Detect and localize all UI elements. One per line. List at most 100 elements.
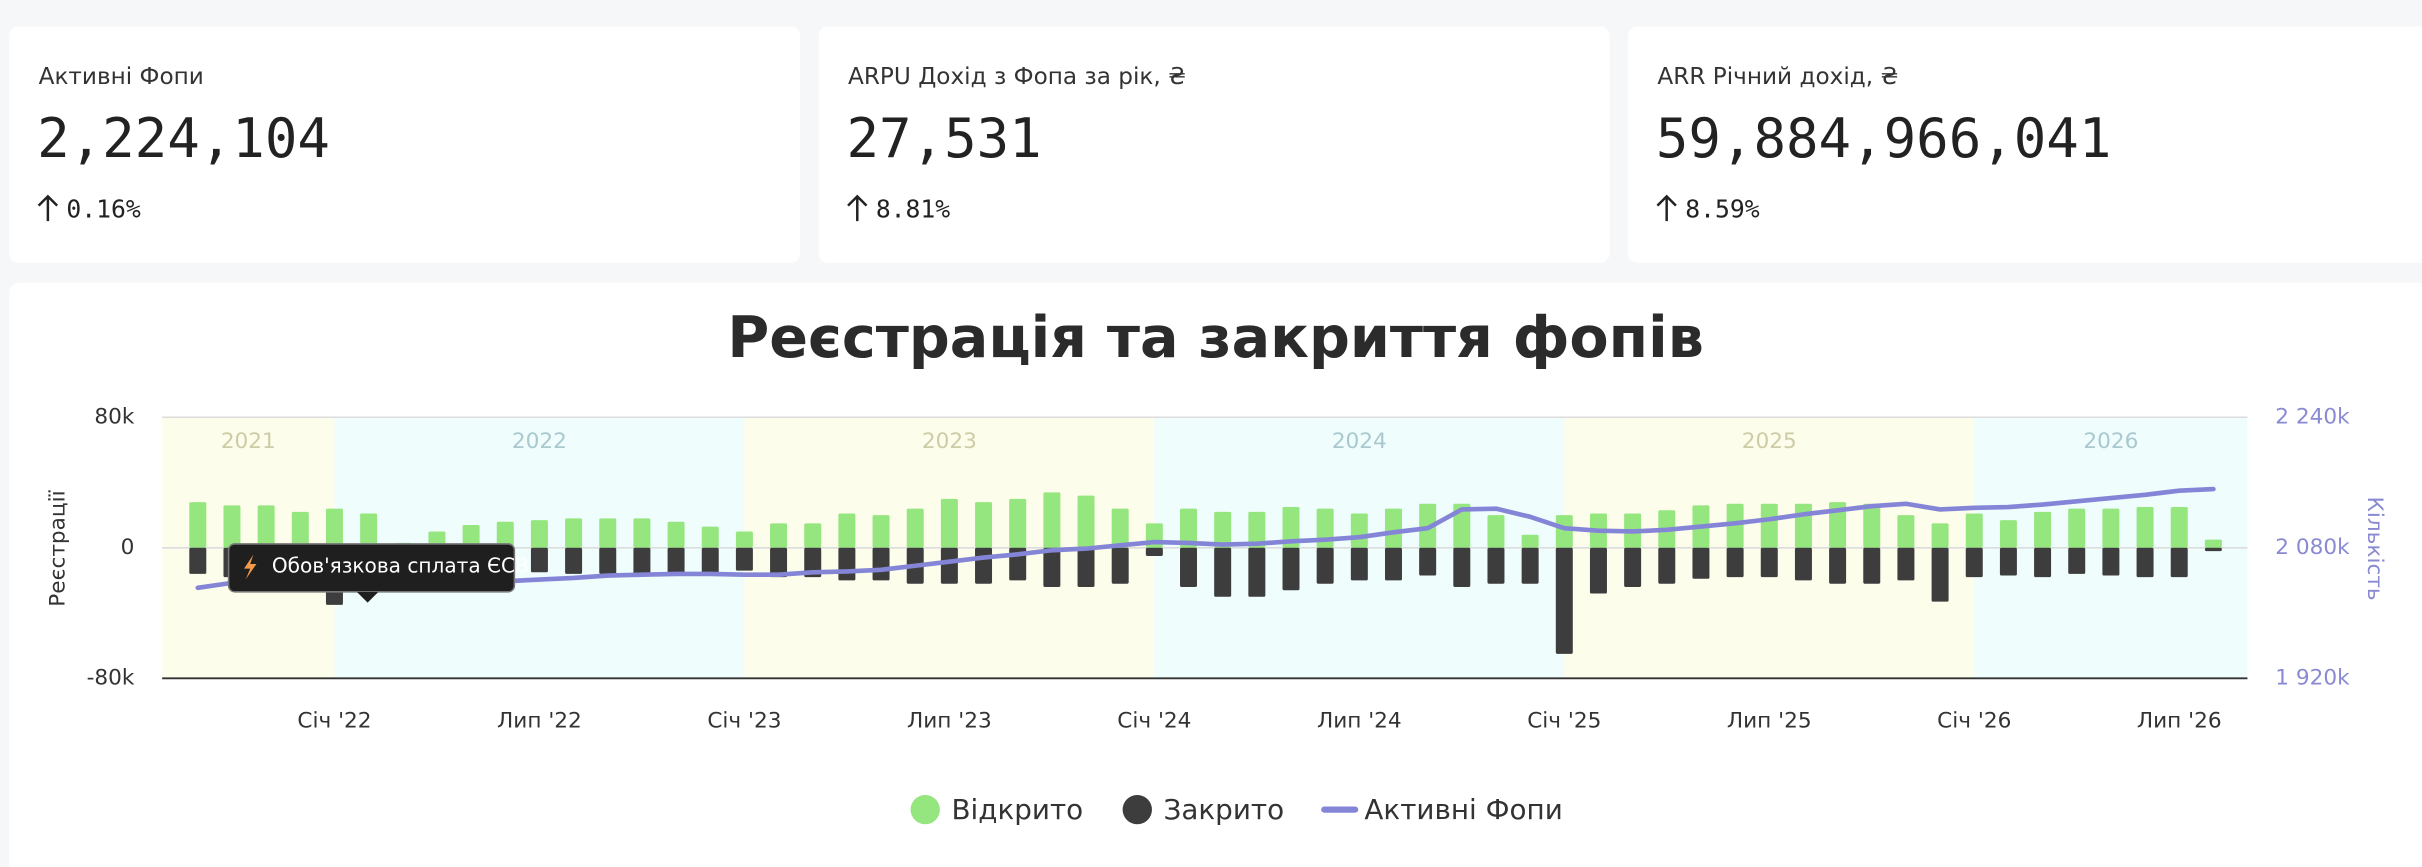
bar <box>1248 547 1266 597</box>
x-tick-label: Лип '24 <box>1317 709 1402 734</box>
bar <box>872 515 890 548</box>
bar <box>838 547 856 581</box>
bar <box>2136 547 2154 578</box>
x-tick-label: Січ '26 <box>1937 709 2011 734</box>
y-tick-label: 80k <box>94 404 134 429</box>
bar <box>1282 547 1300 591</box>
y-axis-title: Реєстрації <box>46 489 71 606</box>
bar <box>1829 547 1847 584</box>
bar <box>2068 508 2086 548</box>
bar <box>1384 547 1402 581</box>
legend-swatch <box>910 794 940 825</box>
bar <box>1316 547 1334 584</box>
bar <box>291 511 309 548</box>
kpi-value: 2,224,104 <box>37 107 330 170</box>
tooltip-text: Обов'язкова сплата ЄСВ <box>272 554 529 578</box>
bar <box>1760 547 1778 578</box>
bar <box>1214 511 1232 548</box>
bar <box>2170 507 2188 548</box>
bar <box>1214 547 1232 597</box>
bar <box>2102 547 2120 576</box>
bar <box>838 513 856 548</box>
bar <box>1897 547 1915 581</box>
legend-swatch <box>1122 794 1152 825</box>
kpi-card <box>9 26 801 263</box>
bar <box>701 526 719 548</box>
y2-tick-label: 2 080k <box>2275 535 2350 560</box>
bar <box>1863 547 1881 584</box>
up-arrow-icon <box>847 194 868 222</box>
bar <box>1453 503 1471 548</box>
bar <box>1999 520 2017 548</box>
bar <box>1521 534 1539 548</box>
bar <box>1726 547 1744 578</box>
x-tick-label: Січ '22 <box>297 709 371 734</box>
bar <box>1965 547 1983 578</box>
bar <box>496 521 514 548</box>
bar <box>462 524 480 548</box>
kpi-title: ARPU Дохід з Фопа за рік, ₴ <box>848 64 1186 90</box>
bar <box>1487 547 1505 584</box>
x-tick-label: Січ '24 <box>1117 709 1191 734</box>
year-label: 2025 <box>1742 429 1797 454</box>
bar <box>1794 503 1812 548</box>
bar <box>1111 547 1129 584</box>
x-tick-label: Січ '23 <box>707 709 781 734</box>
bar <box>940 498 958 548</box>
bar <box>940 547 958 584</box>
bar <box>701 547 719 576</box>
bar <box>1794 547 1812 581</box>
y2-axis-title: Кількість <box>2362 496 2387 600</box>
x-tick-label: Лип '25 <box>1727 709 1812 734</box>
bar <box>735 547 753 571</box>
kpi-change: 8.81% <box>876 194 950 223</box>
bar <box>2170 547 2188 578</box>
bar <box>223 505 241 548</box>
bar <box>770 523 788 548</box>
year-label: 2024 <box>1332 429 1387 454</box>
bar <box>530 520 548 548</box>
x-tick-label: Лип '26 <box>2137 709 2222 734</box>
lightning-icon <box>244 554 257 580</box>
bar <box>1453 547 1471 587</box>
bar <box>770 547 788 578</box>
year-label: 2021 <box>221 429 276 454</box>
bar <box>633 547 651 576</box>
bar <box>1077 495 1095 548</box>
bar <box>1043 492 1061 548</box>
kpi-change: 8.59% <box>1685 194 1759 223</box>
bar <box>1282 507 1300 548</box>
kpi-card <box>1628 26 2422 263</box>
kpi-change: 0.16% <box>66 194 140 223</box>
y-tick-label: 0 <box>121 535 135 560</box>
bar <box>1863 503 1881 548</box>
bar <box>189 547 207 574</box>
bar <box>633 518 651 548</box>
bar <box>1999 547 2017 576</box>
bar <box>1897 515 1915 548</box>
bar <box>975 547 993 584</box>
bar <box>257 505 275 548</box>
x-tick-label: Лип '22 <box>497 709 582 734</box>
bar <box>1009 498 1027 548</box>
bar <box>1180 508 1198 548</box>
bar <box>1555 515 1573 548</box>
bar <box>1077 547 1095 587</box>
bar <box>599 518 617 548</box>
bar <box>1350 513 1368 548</box>
bar <box>1384 508 1402 548</box>
year-label: 2023 <box>922 429 977 454</box>
year-label: 2026 <box>2083 429 2138 454</box>
bar <box>2136 507 2154 548</box>
x-tick-label: Лип '23 <box>907 709 992 734</box>
kpi-title: ARR Річний дохід, ₴ <box>1657 64 1898 90</box>
bar <box>2204 539 2222 548</box>
bar <box>1589 547 1607 594</box>
bar <box>1555 547 1573 654</box>
bar <box>325 508 343 548</box>
year-label: 2022 <box>512 429 567 454</box>
bar <box>804 523 822 548</box>
bar <box>1111 508 1129 548</box>
